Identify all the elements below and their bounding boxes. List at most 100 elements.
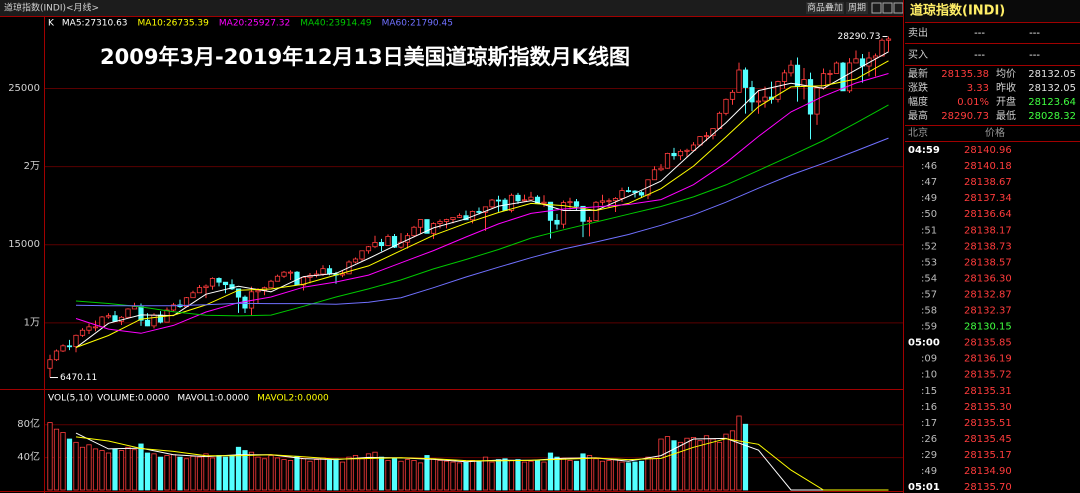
volume-bar bbox=[723, 433, 729, 491]
volume-bar bbox=[125, 446, 131, 491]
volume-bar bbox=[60, 432, 66, 491]
volume-bar bbox=[560, 458, 567, 491]
volume-bar bbox=[664, 436, 671, 491]
volume-bar bbox=[164, 455, 170, 491]
candle-body bbox=[651, 169, 658, 181]
volume-bar bbox=[281, 459, 287, 491]
tick-price: 28138.67 bbox=[964, 177, 1012, 188]
candle-body bbox=[372, 242, 378, 248]
candle-body bbox=[560, 202, 567, 225]
tick-price: 28138.17 bbox=[964, 225, 1012, 236]
high-annotation: 28290.73 bbox=[838, 32, 881, 42]
tick-price: 28135.70 bbox=[964, 482, 1012, 493]
candle-body bbox=[762, 96, 768, 102]
tick-time: :53 bbox=[921, 257, 937, 268]
volume-bar bbox=[476, 460, 482, 491]
legend-entry: MA60:21790.45 bbox=[382, 19, 453, 29]
candle-body bbox=[515, 194, 521, 202]
panel-title: 道琼指数(INDI) bbox=[910, 3, 1005, 19]
volume-bar bbox=[684, 437, 690, 491]
panel-header bbox=[905, 0, 1080, 22]
candle-body bbox=[794, 64, 801, 87]
ma-line bbox=[75, 137, 889, 307]
volume-bar bbox=[671, 440, 677, 491]
overlay-button[interactable] bbox=[806, 2, 844, 14]
volume-bar bbox=[307, 460, 313, 491]
tick-header: 北京 bbox=[908, 126, 928, 139]
ma-line bbox=[75, 60, 889, 348]
maximize-button[interactable] bbox=[882, 2, 893, 14]
y-tick-label: 25000 bbox=[8, 83, 40, 94]
candle-body bbox=[235, 288, 242, 298]
candle-body bbox=[677, 150, 684, 157]
candle-body bbox=[495, 199, 502, 202]
volume-bar bbox=[658, 438, 664, 491]
tick-price: 28132.37 bbox=[964, 306, 1012, 317]
tick-time: :54 bbox=[921, 273, 937, 284]
candle-body bbox=[79, 329, 86, 336]
y-tick-label: 40亿 bbox=[17, 450, 40, 463]
legend-entry: MAVOL2:0.0000 bbox=[257, 394, 329, 404]
volume-bar bbox=[53, 428, 60, 491]
tick-time: :51 bbox=[921, 225, 937, 236]
tick-price: 28140.18 bbox=[964, 161, 1012, 172]
volume-bar bbox=[255, 456, 261, 491]
volume-bar bbox=[170, 454, 177, 491]
candle-body bbox=[723, 98, 729, 114]
candle-body bbox=[398, 241, 404, 248]
volume-bar bbox=[716, 441, 723, 491]
tick-price: 28138.73 bbox=[964, 241, 1012, 252]
ma-line bbox=[75, 51, 889, 349]
minimize-button[interactable] bbox=[871, 2, 882, 14]
period-button[interactable] bbox=[846, 2, 868, 14]
tick-time: :58 bbox=[921, 306, 937, 317]
volume-bar bbox=[404, 459, 411, 491]
candle-body bbox=[86, 326, 92, 331]
volume-bar bbox=[300, 458, 307, 491]
candle-body bbox=[703, 135, 710, 138]
volume-bar bbox=[534, 460, 541, 491]
candle-body bbox=[138, 306, 144, 321]
ma-line bbox=[75, 104, 889, 317]
candle-body bbox=[385, 236, 391, 247]
candle-body bbox=[216, 278, 222, 283]
volume-bar bbox=[593, 458, 599, 491]
y-tick-label: 1万 bbox=[24, 317, 40, 328]
candle-body bbox=[222, 281, 229, 286]
volume-bar bbox=[437, 460, 443, 491]
tick-time: :17 bbox=[921, 418, 937, 429]
tick-price: 28135.31 bbox=[964, 386, 1012, 397]
tick-time: :09 bbox=[921, 354, 937, 365]
volume-bar bbox=[99, 450, 105, 491]
candle-body bbox=[729, 91, 736, 100]
stat-value: 28132.05 bbox=[1028, 69, 1076, 80]
volume-bar bbox=[190, 455, 196, 491]
volume-bar bbox=[521, 461, 528, 491]
volume-bar bbox=[567, 460, 573, 491]
candle-body bbox=[131, 306, 138, 310]
candle-body bbox=[716, 112, 723, 129]
candle-body bbox=[619, 190, 625, 199]
tick-price: 28135.45 bbox=[964, 434, 1012, 445]
volume-bar bbox=[242, 450, 248, 491]
overlay-button-label[interactable]: 商品叠加 bbox=[807, 2, 843, 14]
volume-bar bbox=[261, 458, 268, 491]
volume-bar bbox=[248, 451, 255, 491]
volume-bar bbox=[339, 461, 346, 491]
legend-entry: MA40:23914.49 bbox=[300, 19, 372, 29]
candle-body bbox=[105, 315, 112, 318]
candle-body bbox=[274, 275, 281, 282]
legend-entry: VOLUME:0.0000 bbox=[97, 394, 169, 404]
candle-body bbox=[482, 206, 489, 213]
candle-body bbox=[846, 62, 853, 92]
tick-price: 28130.15 bbox=[964, 322, 1012, 333]
legend-entry: MA20:25927.32 bbox=[219, 19, 290, 29]
tick-time: :59 bbox=[921, 322, 937, 333]
volume-bar bbox=[73, 441, 79, 491]
period-button-label[interactable]: 周期 bbox=[848, 3, 866, 14]
volume-bar bbox=[580, 453, 586, 491]
order-price: --- bbox=[974, 28, 985, 39]
volume-bar bbox=[385, 460, 391, 491]
volume-bar bbox=[417, 462, 424, 491]
